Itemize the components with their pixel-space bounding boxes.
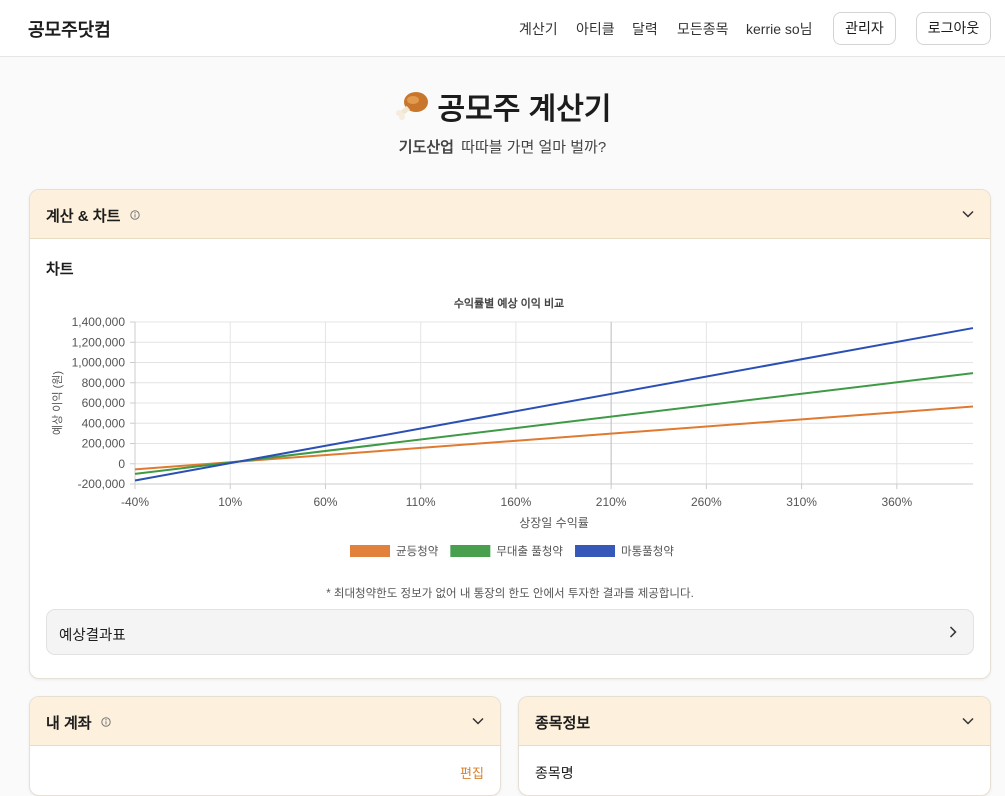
card-header[interactable]: 내 계좌 xyxy=(30,697,500,746)
x-tick-label: 160% xyxy=(501,495,532,509)
y-tick-label: 800,000 xyxy=(82,376,126,390)
chevron-down xyxy=(962,210,974,218)
chevron-right xyxy=(949,626,957,638)
nav-link[interactable]: 아티클 xyxy=(576,21,615,37)
legend-swatch xyxy=(450,545,491,557)
info-icon[interactable] xyxy=(129,210,140,220)
y-tick-label: -200,000 xyxy=(78,477,126,491)
calc-card: 계산 & 차트 차트 * 최대청약한도 정보가 없어 내 통장의 한도 안에서 … xyxy=(29,189,991,679)
chevron-down xyxy=(472,717,484,725)
card-title: 계산 & 차트 xyxy=(46,205,140,226)
legend-swatch xyxy=(350,545,390,557)
user-name: kerrie so님 xyxy=(746,21,813,37)
info-icon[interactable] xyxy=(101,717,111,727)
card-title: 종목정보 xyxy=(535,715,591,732)
chart: 수익률별 예상 이익 비교 -200,000 0 200,000 400,000 600,… xyxy=(51,296,974,558)
hero-title-text: 공모주 계산기 xyxy=(437,93,612,126)
y-tick-label: 1,000,000 xyxy=(72,356,126,370)
nav-link[interactable]: 모든종목 xyxy=(677,21,729,37)
y-tick-label: 1,200,000 xyxy=(72,335,126,349)
section-title: 차트 xyxy=(46,261,74,278)
note: * 최대청약한도 정보가 없어 내 통장의 한도 안에서 투자한 결과를 제공합… xyxy=(326,588,694,600)
card-title: 내 계좌 xyxy=(46,712,111,733)
y-tick-label: 1,400,000 xyxy=(72,315,126,329)
y-axis-label: 예상 이익 (원) xyxy=(51,371,64,435)
legend-swatch xyxy=(575,545,616,557)
chevron-down xyxy=(962,717,974,725)
result-table-toggle[interactable]: 예상결과표 xyxy=(46,609,974,655)
field-label: 종목명 xyxy=(535,765,574,781)
x-tick-label: 360% xyxy=(881,495,912,509)
top-bar: 공모주닷컴 계산기 아티클 달력 모든종목 kerrie so님 관리자 로그아… xyxy=(0,0,1005,57)
x-tick-label: 110% xyxy=(406,495,436,509)
y-tick-label: 600,000 xyxy=(82,396,126,410)
nav-link[interactable]: 달력 xyxy=(632,21,658,37)
drumstick-icon xyxy=(395,92,428,120)
account-card: 내 계좌 편집 xyxy=(29,696,501,796)
hero-subtitle: 기도산업 따따블 가면 얼마 벌까? xyxy=(0,136,1005,157)
x-axis-label: 상장일 수익률 xyxy=(519,516,589,530)
x-tick-label: -40% xyxy=(121,495,149,509)
legend-label: 균등청약 xyxy=(396,544,439,558)
x-tick-label: 60% xyxy=(313,495,337,509)
logo[interactable]: 공모주닷컴 xyxy=(28,20,111,40)
result-table-label: 예상결과표 xyxy=(59,628,126,644)
stock-name: 기도산업 xyxy=(398,139,454,156)
legend-label: 무대출 풀청약 xyxy=(496,544,563,558)
card-header[interactable]: 계산 & 차트 xyxy=(30,190,990,239)
x-tick-label: 210% xyxy=(596,495,627,509)
chart-title: 수익률별 예상 이익 비교 xyxy=(454,296,564,310)
card-header[interactable]: 종목정보 xyxy=(519,697,990,746)
admin-button[interactable]: 관리자 xyxy=(833,12,896,45)
stock-card: 종목정보 종목명 xyxy=(518,696,991,796)
nav-link[interactable]: 계산기 xyxy=(519,21,558,37)
y-tick-label: 400,000 xyxy=(82,416,126,430)
series-line xyxy=(134,327,974,482)
legend-label: 마통풀청약 xyxy=(621,544,674,558)
subtitle-text: 따따블 가면 얼마 벌까? xyxy=(461,139,607,156)
x-tick-label: 310% xyxy=(786,495,817,509)
logout-button[interactable]: 로그아웃 xyxy=(916,12,991,45)
x-tick-label: 260% xyxy=(691,495,722,509)
y-tick-label: 0 xyxy=(118,457,125,471)
series-line xyxy=(134,372,974,475)
card-title-text: 내 계좌 xyxy=(46,715,92,732)
y-tick-label: 200,000 xyxy=(82,437,126,451)
hero-title: 공모주 계산기 xyxy=(0,84,1005,128)
x-tick-label: 10% xyxy=(218,495,242,509)
card-title-text: 계산 & 차트 xyxy=(46,208,121,225)
edit-link[interactable]: 편집 xyxy=(460,766,484,781)
series-line xyxy=(134,405,974,471)
